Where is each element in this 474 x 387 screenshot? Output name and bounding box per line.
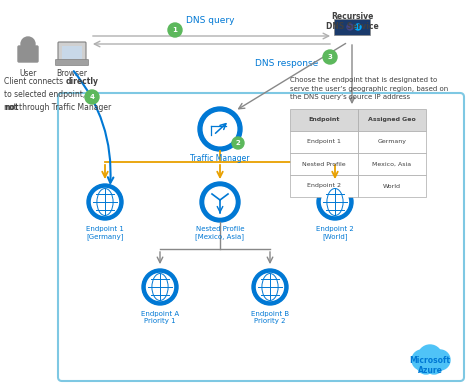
Circle shape bbox=[425, 356, 443, 374]
Text: Recursive
DNS Service: Recursive DNS Service bbox=[326, 12, 378, 31]
Text: directly: directly bbox=[66, 77, 99, 86]
Text: 4: 4 bbox=[90, 94, 94, 100]
Text: Endpoint 2
[World]: Endpoint 2 [World] bbox=[316, 226, 354, 240]
FancyBboxPatch shape bbox=[334, 19, 370, 35]
Text: Germany: Germany bbox=[377, 139, 407, 144]
FancyBboxPatch shape bbox=[290, 175, 358, 197]
Text: Assigned Geo: Assigned Geo bbox=[368, 118, 416, 123]
Circle shape bbox=[205, 187, 235, 217]
Text: DNS response: DNS response bbox=[255, 59, 318, 68]
Text: Traffic Manager: Traffic Manager bbox=[190, 154, 250, 163]
Circle shape bbox=[317, 184, 353, 220]
Text: 1: 1 bbox=[173, 27, 177, 33]
Text: Endpoint 1: Endpoint 1 bbox=[307, 139, 341, 144]
FancyBboxPatch shape bbox=[358, 131, 426, 153]
Circle shape bbox=[430, 350, 450, 370]
Text: 3: 3 bbox=[328, 54, 332, 60]
FancyBboxPatch shape bbox=[358, 175, 426, 197]
Text: Endpoint 1
[Germany]: Endpoint 1 [Germany] bbox=[86, 226, 124, 240]
Text: Endpoint A
Priority 1: Endpoint A Priority 1 bbox=[141, 311, 179, 325]
Circle shape bbox=[232, 137, 244, 149]
Text: to selected endpoint,: to selected endpoint, bbox=[4, 90, 85, 99]
FancyBboxPatch shape bbox=[58, 42, 86, 62]
FancyBboxPatch shape bbox=[290, 109, 358, 131]
FancyBboxPatch shape bbox=[62, 46, 82, 59]
Text: User: User bbox=[19, 69, 36, 78]
Circle shape bbox=[203, 112, 237, 146]
Text: Endpoint 2: Endpoint 2 bbox=[307, 183, 341, 188]
Circle shape bbox=[85, 90, 99, 104]
Text: World: World bbox=[383, 183, 401, 188]
FancyBboxPatch shape bbox=[290, 153, 358, 175]
Text: not through Traffic Manager: not through Traffic Manager bbox=[4, 103, 111, 112]
Circle shape bbox=[321, 188, 348, 216]
Circle shape bbox=[256, 274, 283, 300]
FancyBboxPatch shape bbox=[18, 46, 38, 62]
Circle shape bbox=[418, 345, 442, 369]
Circle shape bbox=[142, 269, 178, 305]
Circle shape bbox=[417, 356, 435, 374]
Circle shape bbox=[198, 107, 242, 151]
Circle shape bbox=[412, 350, 432, 370]
FancyBboxPatch shape bbox=[358, 153, 426, 175]
Text: Browser: Browser bbox=[56, 69, 88, 78]
Text: not: not bbox=[4, 103, 18, 112]
Circle shape bbox=[168, 23, 182, 37]
Circle shape bbox=[87, 184, 123, 220]
Text: DNS query: DNS query bbox=[186, 16, 234, 25]
Circle shape bbox=[252, 269, 288, 305]
Circle shape bbox=[200, 182, 240, 222]
Circle shape bbox=[146, 274, 173, 300]
Circle shape bbox=[91, 188, 118, 216]
Circle shape bbox=[323, 50, 337, 64]
Text: Client connects: Client connects bbox=[4, 77, 65, 86]
Text: Mexico, Asia: Mexico, Asia bbox=[373, 161, 411, 166]
Circle shape bbox=[347, 24, 353, 30]
Text: Endpoint B
Priority 2: Endpoint B Priority 2 bbox=[251, 311, 289, 325]
FancyBboxPatch shape bbox=[358, 109, 426, 131]
FancyBboxPatch shape bbox=[290, 131, 358, 153]
FancyBboxPatch shape bbox=[55, 60, 89, 65]
Text: 2: 2 bbox=[236, 140, 240, 146]
Text: Nested Profile
[Mexico, Asia]: Nested Profile [Mexico, Asia] bbox=[195, 226, 245, 240]
Text: Microsoft
Azure: Microsoft Azure bbox=[410, 356, 450, 375]
Circle shape bbox=[21, 37, 35, 51]
Text: Nested Profile: Nested Profile bbox=[302, 161, 346, 166]
Text: Endpoint: Endpoint bbox=[308, 118, 340, 123]
Text: Choose the endpoint that is designated to
serve the user’s geographic region, ba: Choose the endpoint that is designated t… bbox=[290, 77, 448, 100]
Circle shape bbox=[355, 24, 361, 30]
